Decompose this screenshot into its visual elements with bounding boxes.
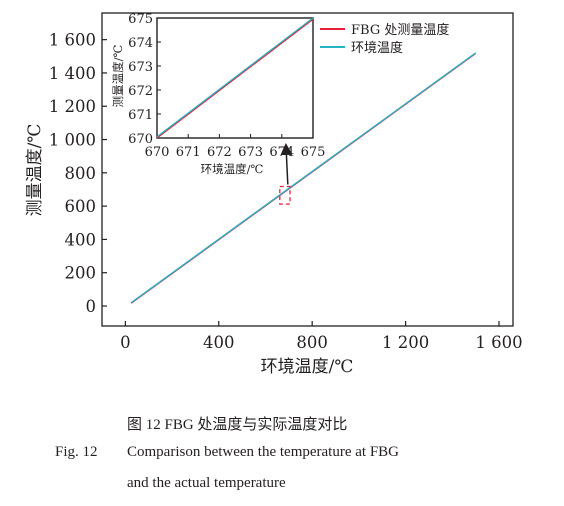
x-tick-label: 1 600 [475, 333, 522, 352]
inset-y-tick-label: 670 [128, 132, 153, 147]
inset-x-tick-label: 670 [145, 145, 170, 160]
inset-x-tick-label: 674 [269, 145, 294, 160]
y-axis-label: 测量温度/℃ [25, 124, 45, 217]
inset-x-tick-label: 675 [301, 145, 326, 160]
y-tick-label: 800 [65, 164, 97, 183]
inset-y-tick-label: 674 [128, 36, 153, 51]
series-line [130, 52, 477, 304]
inset-y-tick-label: 673 [128, 60, 153, 75]
main-plot-frame [101, 12, 514, 327]
y-tick-label: 200 [65, 264, 97, 283]
inset-y-axis-label: 测量温度/℃ [111, 45, 125, 108]
y-tick-label: 1 400 [49, 64, 96, 83]
y-tick-label: 1 600 [49, 31, 96, 50]
inset-y-tick-label: 671 [128, 108, 153, 123]
figure-caption-en-label: Fig. 12 [55, 444, 98, 460]
inset-x-tick-label: 673 [238, 145, 263, 160]
inset-y-tick-label: 675 [128, 12, 153, 27]
inset-x-tick-label: 672 [207, 145, 232, 160]
figure-caption-en-line2: and the actual temperature [127, 475, 286, 491]
x-tick-label: 800 [296, 333, 328, 352]
x-tick-label: 0 [120, 333, 131, 352]
x-tick-label: 1 200 [382, 333, 429, 352]
zoom-arrow [280, 143, 293, 185]
inset-x-axis-label: 环境温度/℃ [201, 162, 264, 176]
inset-series-line [156, 17, 314, 138]
figure-caption-en-line1: Comparison between the temperature at FB… [127, 444, 400, 460]
x-axis-label: 环境温度/℃ [261, 357, 354, 377]
temperature-comparison-chart: 0 200 400 600 800 1 000 1 200 1 400 1 600 0 400 800… [25, 12, 523, 377]
inset-series-line [156, 18, 314, 139]
legend-label: 环境温度 [351, 40, 403, 56]
figure-caption-zh: 图 12 FBG 处温度与实际温度对比 [127, 417, 348, 433]
inset-y-tick-label: 672 [128, 84, 153, 99]
y-tick-label: 0 [86, 297, 97, 316]
y-tick-label: 1 200 [49, 97, 96, 116]
y-tick-label: 1 000 [49, 131, 96, 150]
y-tick-label: 600 [65, 197, 97, 216]
legend-label: FBG 处测量温度 [351, 22, 449, 38]
x-tick-label: 400 [203, 333, 235, 352]
inset-x-tick-label: 671 [176, 145, 201, 160]
y-tick-label: 400 [65, 230, 97, 249]
